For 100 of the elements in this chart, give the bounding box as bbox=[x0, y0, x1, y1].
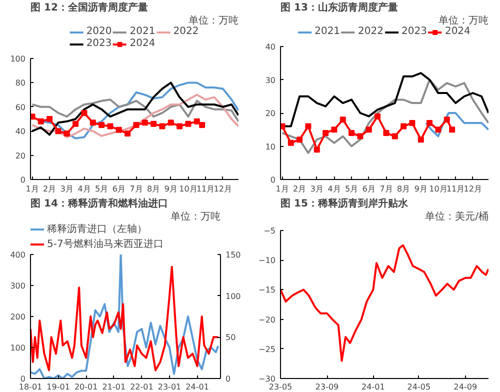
legend-label: 2022 bbox=[358, 26, 384, 37]
legend-label: 5-7号燃料油马来西亚进口 bbox=[47, 238, 164, 250]
point bbox=[348, 130, 355, 136]
text: 单位：万吨 bbox=[170, 210, 220, 222]
y-tick-label: 400 bbox=[10, 250, 26, 260]
chart-title: 图 14：稀释沥青和燃料油进口 bbox=[30, 198, 168, 210]
point bbox=[296, 136, 303, 143]
y-tick-label: −5 bbox=[264, 226, 276, 236]
point bbox=[331, 126, 338, 133]
y-tick-label: 10 bbox=[265, 142, 276, 152]
point bbox=[199, 122, 206, 128]
x-tick-label: 11月 bbox=[196, 184, 215, 194]
point bbox=[357, 133, 364, 140]
x-tick-label: 3月 bbox=[60, 184, 74, 194]
x-tick-label: 7月 bbox=[130, 184, 143, 194]
point bbox=[366, 126, 372, 133]
point bbox=[107, 123, 114, 130]
x-tick-label: 10月 bbox=[179, 184, 198, 194]
point bbox=[64, 130, 70, 137]
x-tick-label: 24-05 bbox=[407, 382, 431, 392]
x-tick-label: 23-01 bbox=[158, 382, 182, 392]
x-tick-label: 4月 bbox=[78, 184, 91, 194]
x-tick-label: 20-01 bbox=[74, 382, 98, 392]
legend-label: 稀释沥青进口（左轴） bbox=[47, 222, 147, 236]
y-tick-label: −10 bbox=[258, 256, 276, 266]
point bbox=[409, 120, 416, 126]
x-tick-label: 5月 bbox=[345, 184, 358, 194]
point bbox=[194, 118, 200, 124]
point bbox=[116, 126, 122, 133]
legend-label: 2024 bbox=[444, 26, 470, 37]
point bbox=[435, 126, 442, 133]
point bbox=[185, 120, 192, 127]
x-tick-label: 9月 bbox=[164, 184, 178, 194]
text: 单位：万吨 bbox=[188, 14, 238, 26]
y-tick-label: 40 bbox=[265, 42, 276, 52]
point bbox=[314, 146, 320, 153]
y2-tick-label: 50 bbox=[226, 333, 236, 342]
x-tick-label: 6月 bbox=[112, 184, 126, 194]
legend-label: 2021 bbox=[314, 26, 340, 37]
point bbox=[305, 123, 312, 130]
y-tick-label: 0 bbox=[20, 176, 26, 184]
y-tick-label: 0 bbox=[270, 176, 276, 184]
x-tick-label: 19-01 bbox=[46, 382, 70, 392]
y-tick-label: −20 bbox=[258, 315, 276, 324]
text: 单位：美元/桶 bbox=[425, 210, 489, 222]
line-series bbox=[280, 244, 488, 362]
x-tick-label: 7月 bbox=[380, 184, 393, 194]
line-series bbox=[281, 78, 488, 154]
y-tick-label: 80 bbox=[15, 78, 26, 88]
point bbox=[418, 136, 424, 143]
point bbox=[98, 122, 105, 128]
x-tick-label: 6月 bbox=[362, 184, 376, 194]
x-tick-label: 24-01 bbox=[186, 382, 209, 392]
point bbox=[322, 130, 329, 136]
point bbox=[55, 128, 62, 134]
point bbox=[38, 118, 44, 124]
point bbox=[133, 122, 140, 128]
y-tick-label: 60 bbox=[15, 102, 26, 112]
legend-label: 2022 bbox=[173, 26, 199, 37]
chart-title: 图 12：全国沥青周度产量 bbox=[30, 2, 148, 14]
x-tick-label: 22-01 bbox=[130, 382, 154, 392]
x-tick-label: 23-05 bbox=[268, 382, 292, 392]
line-series bbox=[425, 112, 488, 138]
point bbox=[150, 120, 157, 127]
point bbox=[46, 116, 53, 122]
x-tick-label: 23-09 bbox=[315, 382, 339, 392]
y2-tick-label: 100 bbox=[226, 292, 241, 301]
point bbox=[142, 120, 148, 126]
point bbox=[176, 123, 183, 130]
legend-label: 2023 bbox=[86, 38, 112, 49]
x-tick-label: 21-01 bbox=[102, 382, 126, 392]
y-tick-label: 100 bbox=[10, 54, 26, 64]
legend-label: 2020 bbox=[86, 26, 112, 37]
legend-label: 2021 bbox=[130, 26, 156, 37]
x-tick-label: 24-01 bbox=[362, 382, 385, 392]
x-tick-label: 24-09 bbox=[454, 382, 478, 392]
y-tick-label: 20 bbox=[265, 109, 276, 118]
x-tick-label: 9月 bbox=[414, 184, 428, 194]
x-tick-label: 3月 bbox=[310, 184, 324, 194]
y-tick-label: 30 bbox=[265, 76, 276, 85]
point bbox=[383, 130, 390, 136]
x-tick-label: 1月 bbox=[26, 184, 39, 194]
chart-title: 图 15：稀释沥青到岸升贴水 bbox=[280, 198, 409, 210]
line-series bbox=[31, 98, 238, 122]
x-tick-label: 4月 bbox=[328, 184, 341, 194]
point bbox=[449, 126, 456, 133]
x-tick-label: 5月 bbox=[95, 184, 108, 194]
x-tick-label: 18-01 bbox=[18, 382, 42, 392]
x-tick-label: 2月 bbox=[43, 184, 56, 194]
point bbox=[374, 113, 381, 120]
y-tick-label: 40 bbox=[15, 127, 26, 136]
x-tick-label: 10月 bbox=[429, 184, 448, 194]
point bbox=[444, 116, 450, 123]
y-tick-label: −25 bbox=[258, 344, 276, 354]
line-series bbox=[31, 94, 238, 138]
point bbox=[400, 123, 407, 130]
x-tick-label: 1月 bbox=[276, 184, 289, 194]
point bbox=[392, 133, 398, 140]
y-tick-label: 100 bbox=[10, 344, 26, 352]
y2-tick-label: 0 bbox=[226, 374, 231, 384]
